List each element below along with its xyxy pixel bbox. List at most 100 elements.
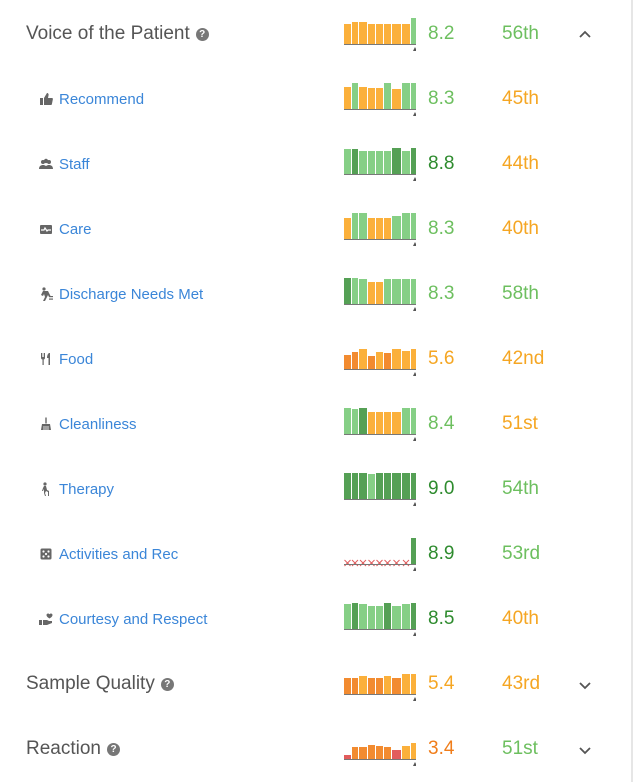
sparkline-bar (411, 18, 416, 44)
sparkline-bar (352, 409, 358, 434)
missing-data-mark (384, 559, 391, 567)
row-label: Therapy (39, 469, 114, 509)
sparkline-bar (368, 24, 375, 44)
sparkline-bar (344, 408, 351, 434)
help-icon[interactable]: ? (160, 677, 174, 691)
metric-row-discharge-needs-met: Discharge Needs Met 8.3 58th (0, 274, 631, 314)
current-marker-icon (413, 697, 416, 701)
score-value: 8.8 (428, 153, 455, 174)
sparkline-bar (402, 746, 410, 759)
sparkline-bar (352, 83, 358, 109)
sparkline-bar (384, 279, 391, 304)
sparkline-bar (368, 474, 375, 499)
sparkline-bar (376, 746, 383, 759)
section-row-voice-of-the-patient[interactable]: Voice of the Patient? 8.2 56th (0, 14, 631, 54)
row-label: Sample Quality? (26, 664, 174, 704)
help-icon[interactable]: ? (195, 27, 209, 41)
health-card-icon (39, 222, 53, 236)
sparkline-bar (402, 213, 410, 239)
sparkline-bar (402, 24, 410, 44)
current-marker-icon (413, 502, 416, 506)
metric-row-therapy: Therapy 9.0 54th (0, 469, 631, 509)
sparkline-chart (344, 743, 416, 766)
broom-icon (39, 417, 53, 431)
sparkline-bar (376, 412, 383, 434)
sparkline-bar (384, 603, 391, 629)
row-label: Activities and Rec (39, 534, 178, 574)
sparkline-bar (384, 473, 391, 499)
current-marker-icon (413, 762, 416, 766)
current-marker-icon (413, 567, 416, 571)
metric-link[interactable]: Courtesy and Respect (59, 610, 208, 628)
hand-heart-icon (39, 612, 53, 626)
sparkline-bar (359, 349, 367, 369)
row-label: Voice of the Patient? (26, 14, 209, 54)
metric-link[interactable]: Staff (59, 155, 90, 173)
sparkline-bar (402, 151, 410, 174)
sparkline-bar (368, 745, 375, 759)
sparkline-bar (376, 473, 383, 499)
score-value: 5.4 (428, 673, 455, 694)
metric-link[interactable]: Food (59, 350, 94, 368)
help-icon[interactable]: ? (107, 742, 120, 756)
chevron-up-icon[interactable] (576, 26, 594, 44)
sparkline-bar (402, 351, 410, 369)
percentile-value: 42nd (502, 348, 545, 369)
sparkline-bar (359, 279, 367, 304)
metric-row-recommend: Recommend 8.3 45th (0, 79, 631, 119)
sparkline-bar (344, 604, 351, 629)
sparkline-bar (392, 412, 401, 434)
sparkline-bar (411, 83, 416, 109)
sparkline-bar (368, 282, 375, 304)
score-value: 8.5 (428, 608, 455, 629)
dice-icon (39, 547, 53, 561)
section-row-sample-quality[interactable]: Sample Quality? 5.4 43rd (0, 664, 631, 704)
sparkline-chart (344, 538, 416, 571)
sparkline-bar (344, 24, 351, 44)
sparkline-bar (402, 604, 410, 629)
sparkline-bar (392, 750, 401, 759)
percentile-value: 53rd (502, 543, 541, 564)
sparkline-bar (392, 148, 401, 174)
walker-icon (39, 482, 53, 496)
sparkline-bar (344, 149, 351, 174)
metric-link[interactable]: Recommend (59, 90, 145, 108)
metric-link[interactable]: Therapy (59, 480, 115, 498)
sparkline-bar (384, 218, 391, 239)
sparkline-bar (368, 606, 375, 629)
current-marker-icon (413, 177, 416, 181)
section-row-reaction[interactable]: Reaction? 3.4 51st (0, 729, 631, 769)
row-label: Staff (39, 144, 90, 184)
metric-link[interactable]: Discharge Needs Met (59, 285, 204, 303)
sparkline-bar (376, 151, 383, 174)
sparkline-bar (344, 218, 351, 239)
sparkline-bar (411, 674, 416, 694)
sparkline-bar (352, 149, 358, 174)
sparkline-bar (368, 356, 375, 369)
sparkline-bar (352, 603, 358, 629)
sparkline-bar (411, 408, 416, 434)
chevron-down-icon[interactable] (576, 676, 594, 694)
row-label: Recommend (39, 79, 144, 119)
sparkline-bar (392, 473, 401, 499)
percentile-value: 43rd (502, 673, 541, 694)
metric-link[interactable]: Activities and Rec (59, 545, 179, 563)
sparkline-bar (411, 148, 416, 174)
current-marker-icon (413, 307, 416, 311)
sparkline-chart (344, 83, 416, 116)
percentile-value: 40th (502, 218, 539, 239)
sparkline-bar (352, 213, 358, 239)
metric-row-cleanliness: Cleanliness 8.4 51st (0, 404, 631, 444)
metric-link[interactable]: Care (59, 220, 92, 238)
sparkline-bar (376, 352, 383, 369)
sparkline-bar (352, 352, 358, 369)
sparkline-chart (344, 603, 416, 636)
sparkline-bar (344, 278, 351, 304)
percentile-value: 51st (502, 738, 538, 759)
sparkline-bar (376, 88, 383, 109)
sparkline-bar (368, 678, 375, 694)
sparkline-bar (392, 279, 401, 304)
sparkline-bar (411, 603, 416, 629)
metric-link[interactable]: Cleanliness (59, 415, 137, 433)
chevron-down-icon[interactable] (576, 741, 594, 759)
